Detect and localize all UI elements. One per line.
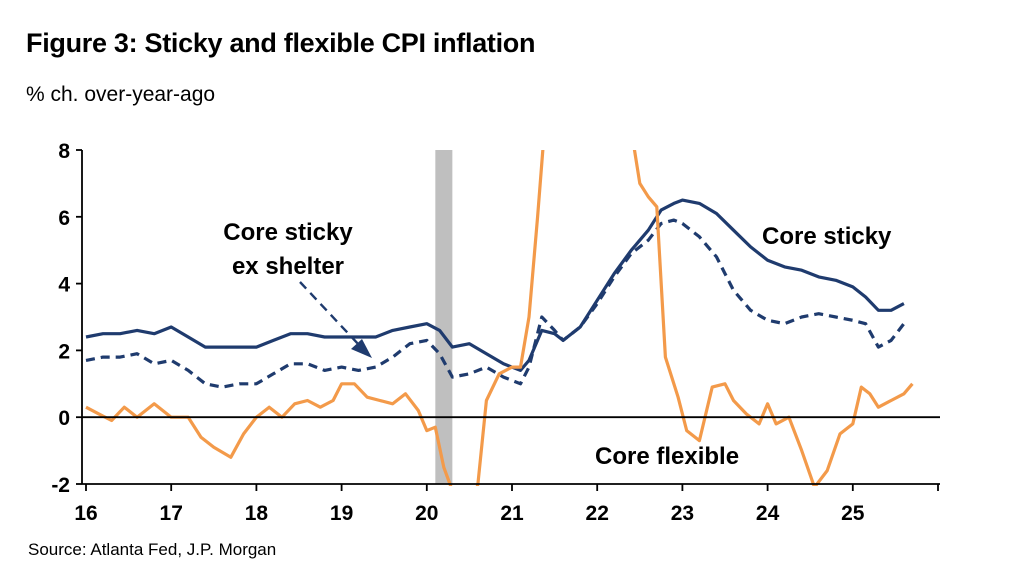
y-tick-label: -2	[51, 474, 70, 497]
x-tick-label: 21	[500, 502, 524, 525]
y-tick-label: 2	[58, 340, 70, 363]
y-tick-label: 0	[58, 407, 70, 430]
chart-subtitle: % ch. over-year-ago	[26, 83, 216, 106]
x-tick-label: 17	[160, 502, 183, 525]
annotation-core-sticky-ex-shelter: Core sticky ex shelter	[223, 219, 353, 280]
x-tick-label: 25	[841, 502, 865, 525]
series-core-flexible	[85, 150, 914, 486]
y-tick-label: 4	[58, 274, 70, 297]
annotation-core-sticky: Core sticky	[762, 223, 892, 250]
x-tick-label: 23	[671, 502, 694, 525]
y-tick-label: 6	[58, 207, 70, 230]
x-tick-label: 20	[415, 502, 438, 525]
chart-title: Figure 3: Sticky and flexible CPI inflat…	[26, 28, 536, 58]
x-tick-label: 24	[756, 502, 780, 525]
series-core-sticky	[85, 198, 905, 372]
recession-band	[435, 150, 453, 484]
x-tick-label: 18	[245, 502, 269, 525]
series-core-sticky-ex-shelter	[85, 218, 906, 389]
source-note: Source: Atlanta Fed, J.P. Morgan	[28, 540, 277, 559]
annotation-arrow-head	[351, 339, 372, 358]
annotation-core-flexible: Core flexible	[595, 443, 739, 470]
x-tick-label: 22	[586, 502, 609, 525]
y-tick-label: 8	[58, 140, 70, 163]
x-tick-label: 19	[330, 502, 353, 525]
x-tick-label: 16	[74, 502, 97, 525]
